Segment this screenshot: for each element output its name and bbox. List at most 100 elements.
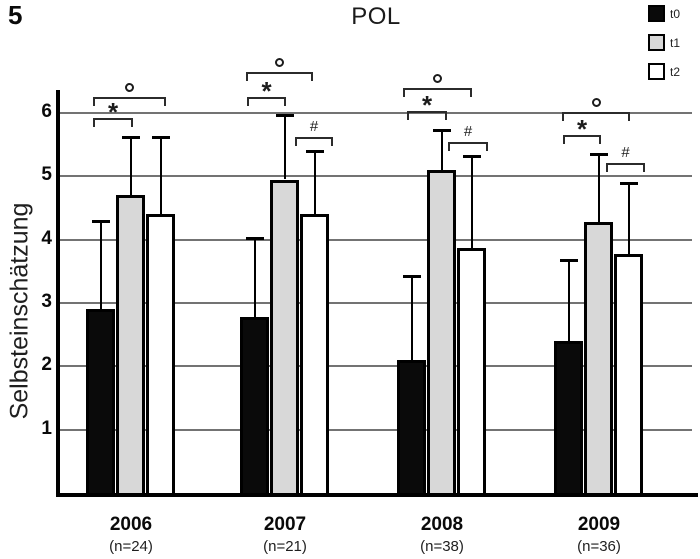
error-bar-2007-t1	[283, 114, 286, 180]
sig-bracket-2007-t0-t2	[246, 72, 313, 74]
error-cap-2006-t0	[91, 219, 110, 223]
error-bar-2008-t0	[410, 275, 413, 360]
error-cap-2008-t2	[462, 155, 481, 159]
x-label-2009: 2009	[577, 514, 621, 535]
bar-2008-t0	[397, 360, 426, 496]
sig-bracket-2008-t0-t1	[407, 111, 447, 113]
sig-bracket-2008-t1-t2-tick-right	[486, 142, 488, 151]
sig-bracket-2007-t1-t2	[295, 137, 333, 139]
y-tick-label-2: 2	[41, 354, 52, 376]
bar-2008-t2	[457, 247, 486, 496]
sig-bracket-2008-t0-t1-symbol: *	[421, 90, 433, 120]
x-sublabel-2009: (n=36)	[577, 538, 621, 555]
sig-bracket-2009-t1-t2-symbol: #	[621, 144, 630, 161]
error-cap-2009-t1	[589, 152, 608, 156]
bar-2007-t2	[300, 214, 329, 496]
legend-label-t1: t1	[670, 36, 681, 50]
sig-bracket-2007-t0-t2-symbol	[275, 58, 284, 67]
sig-bracket-2007-t1-t2-tick-right	[331, 137, 333, 146]
sig-bracket-2007-t0-t2-tick-right	[311, 72, 313, 81]
error-cap-2007-t1	[275, 113, 294, 117]
sig-bracket-2006-t0-t1-symbol: *	[107, 97, 119, 127]
sig-bracket-2008-t1-t2-symbol: #	[463, 123, 473, 140]
sig-bracket-2009-t0-t1-symbol: *	[576, 114, 588, 144]
sig-bracket-2009-t0-t2	[562, 112, 630, 114]
error-bar-2006-t2	[159, 137, 162, 215]
gridline-5	[59, 175, 692, 178]
y-tick-label-4: 4	[41, 227, 52, 249]
legend-label-t2: t2	[670, 65, 681, 79]
error-cap-2007-t2	[305, 150, 324, 153]
sig-bracket-2006-t0-t2-symbol	[125, 83, 134, 92]
error-cap-2009-t0	[559, 258, 578, 262]
figure-number-label: 5	[8, 0, 23, 30]
error-cap-2007-t0	[245, 236, 264, 240]
sig-bracket-2008-t0-t2	[403, 88, 472, 90]
y-tick-label-5: 5	[41, 164, 52, 186]
gridline-1	[59, 428, 692, 431]
x-sublabel-2008: (n=38)	[420, 538, 464, 555]
error-bar-2008-t1	[440, 130, 443, 170]
legend-swatch-t1	[648, 34, 665, 51]
sig-bracket-2006-t0-t2-tick-right	[164, 97, 166, 106]
sig-bracket-2007-t0-t1	[247, 97, 286, 99]
error-bar-2009-t0	[567, 259, 570, 341]
sig-bracket-2008-t1-t2-tick-left	[448, 142, 450, 151]
x-sublabel-2006: (n=24)	[109, 538, 153, 555]
gridline-6	[59, 112, 692, 114]
sig-bracket-2007-t0-t1-tick-right	[284, 97, 286, 106]
gridline-4	[59, 238, 692, 241]
sig-bracket-2009-t0-t2-tick-left	[562, 112, 564, 121]
sig-bracket-2006-t0-t2	[93, 97, 166, 99]
x-label-2006: 2006	[109, 514, 153, 535]
x-axis-line	[56, 493, 698, 497]
error-bar-2008-t2	[470, 156, 473, 248]
sig-bracket-2006-t0-t1	[93, 118, 133, 120]
sig-bracket-2009-t1-t2	[606, 163, 645, 165]
y-axis-line	[56, 90, 60, 497]
sig-bracket-2009-t0-t1-tick-left	[563, 135, 565, 144]
sig-bracket-2007-t1-t2-symbol: #	[309, 118, 319, 135]
sig-bracket-2009-t1-t2-tick-left	[606, 163, 608, 172]
sig-bracket-2008-t0-t1-tick-left	[407, 111, 409, 120]
error-cap-2009-t2	[619, 181, 638, 185]
sig-bracket-2006-t0-t2-tick-left	[93, 97, 95, 106]
error-bar-2009-t2	[627, 182, 630, 255]
sig-bracket-2007-t0-t1-symbol: *	[261, 76, 272, 106]
sig-bracket-2006-t0-t1-tick-right	[131, 118, 133, 127]
legend-swatch-t2	[648, 63, 665, 80]
x-label-2008: 2008	[420, 514, 464, 535]
bar-2007-t1	[270, 179, 299, 496]
error-bar-2007-t0	[253, 237, 256, 317]
sig-bracket-2009-t0-t2-symbol	[591, 98, 601, 107]
sig-bracket-2008-t0-t2-symbol	[433, 74, 442, 83]
error-bar-2007-t2	[313, 151, 316, 215]
legend-label-t0: t0	[670, 7, 681, 21]
error-bar-2006-t1	[129, 137, 132, 196]
bar-2006-t1	[116, 195, 145, 496]
bar-2009-t2	[614, 254, 643, 496]
bar-2008-t1	[427, 170, 456, 496]
chart-title: POL	[351, 3, 401, 30]
bar-2007-t0	[240, 316, 269, 496]
bar-2006-t0	[86, 309, 115, 496]
y-tick-label-6: 6	[41, 101, 52, 122]
sig-bracket-2008-t0-t1-tick-right	[445, 111, 447, 120]
sig-bracket-2008-t1-t2	[448, 142, 488, 144]
sig-bracket-2008-t0-t2-tick-right	[470, 88, 472, 97]
error-bar-2009-t1	[597, 153, 600, 222]
gridline-2	[59, 365, 692, 368]
x-sublabel-2007: (n=21)	[263, 538, 307, 555]
bar-2009-t0	[554, 341, 583, 496]
y-tick-label-3: 3	[41, 291, 52, 312]
sig-bracket-2009-t0-t2-tick-right	[628, 112, 630, 121]
error-cap-2008-t1	[432, 129, 451, 133]
sig-bracket-2009-t0-t1	[563, 135, 601, 137]
sig-bracket-2006-t0-t1-tick-left	[93, 118, 95, 127]
bar-2006-t2	[146, 214, 175, 496]
sig-bracket-2007-t0-t2-tick-left	[246, 72, 248, 81]
error-cap-2008-t0	[402, 274, 421, 278]
error-cap-2006-t2	[151, 136, 170, 140]
legend-swatch-t0	[648, 5, 665, 22]
sig-bracket-2009-t1-t2-tick-right	[643, 163, 645, 172]
